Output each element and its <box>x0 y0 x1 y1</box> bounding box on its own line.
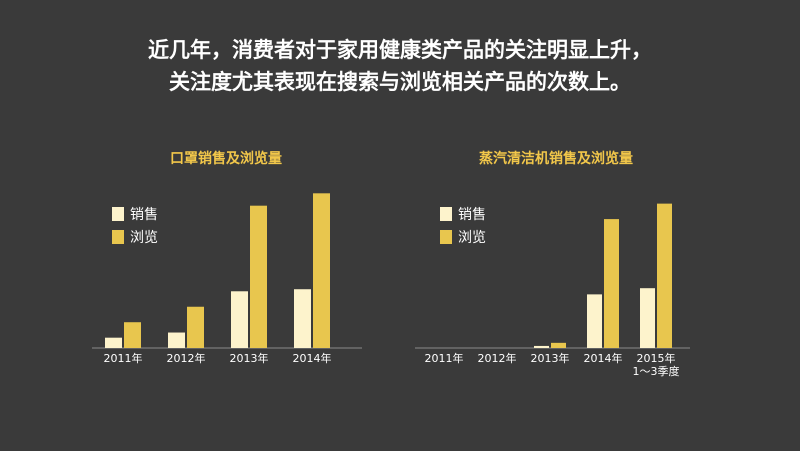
x-tick-label: 2014年 <box>584 351 623 365</box>
headline-line-1: 近几年，消费者对于家用健康类产品的关注明显上升， <box>148 38 652 62</box>
headline-line-2: 关注度尤其表现在搜索与浏览相关产品的次数上。 <box>169 70 631 94</box>
bar-sales <box>168 332 185 348</box>
legend-label-sales: 销售 <box>458 207 486 223</box>
x-tick-label: 2013年 <box>531 351 570 365</box>
x-tick-label: 2014年 <box>293 351 332 365</box>
x-tick-label: 2012年 <box>478 351 517 365</box>
bar-views <box>124 322 141 348</box>
bar-sales <box>231 291 248 348</box>
bar-sales <box>640 288 655 348</box>
bar-views <box>313 193 330 348</box>
bar-views <box>250 205 267 348</box>
bar-sales <box>294 289 311 348</box>
x-tick-label: 2012年 <box>167 351 206 365</box>
legend-label-views: 浏览 <box>458 230 486 246</box>
bar-views <box>604 219 619 348</box>
bar-sales <box>534 345 549 348</box>
legend-swatch-sales <box>112 207 124 221</box>
chart-title: 口罩销售及浏览量 <box>170 150 282 167</box>
legend-swatch-views <box>440 230 452 244</box>
legend-label-sales: 销售 <box>130 207 158 223</box>
bar-sales <box>105 337 122 348</box>
bar-sales <box>587 294 602 348</box>
x-tick-label: 2013年 <box>230 351 269 365</box>
legend-swatch-views <box>112 230 124 244</box>
legend-swatch-sales <box>440 207 452 221</box>
legend-label-views: 浏览 <box>130 230 158 246</box>
chart-title: 蒸汽清洁机销售及浏览量 <box>479 150 633 167</box>
bar-views <box>551 342 566 348</box>
x-tick-label: 2011年 <box>425 351 464 365</box>
x-tick-label: 2011年 <box>104 351 143 365</box>
bar-views <box>657 203 672 348</box>
bar-views <box>187 306 204 348</box>
headline: 近几年，消费者对于家用健康类产品的关注明显上升， 关注度尤其表现在搜索与浏览相关… <box>0 34 800 98</box>
x-tick-label: 2015年 1～3季度 <box>633 351 680 378</box>
